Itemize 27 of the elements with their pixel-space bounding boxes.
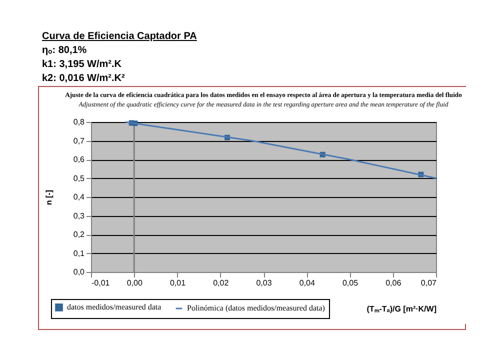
y-tick-label: 0,4 [73,192,86,202]
y-tick-label: 0,1 [73,248,86,258]
x-tick-label: 0,04 [299,278,316,288]
x-tick-label: 0,06 [386,278,402,288]
legend-label: Polinómica (datos medidos/measured data) [187,304,326,312]
x-tick-label: 0,03 [256,278,272,288]
y-tick-label: 0,7 [73,136,86,146]
line-series [124,121,437,179]
x-tick-label: 0,02 [213,278,230,288]
x-axis-title: (Tₘ-Tₐ)/G [m²·K/W] [366,304,437,314]
text: ηₒ: 80,1% [42,44,88,58]
text: k1: 3,195 W/m².K [42,58,122,72]
x-tick-label: 0,05 [342,278,359,288]
text: k2: 0,016 W/m².K² [42,72,126,86]
x-tick-label: 0,01 [170,278,186,288]
text: Curva de Eficiencia Captador PA [42,30,197,44]
x-tick-label: -0,01 [92,278,110,288]
legend-label: datos medidos/measured data [67,302,162,312]
x-tick-label: 0,00 [126,278,143,288]
y-tick-label: 0,5 [73,174,86,183]
y-tick-label: 0,0 [73,268,86,276]
y-tick-label: 0,8 [73,118,86,126]
y-tick-label: 0,3 [73,211,86,220]
x-tick-label: 0,07 [420,278,438,288]
y-tick-label: 0,2 [73,230,86,239]
y-tick-label: 0,6 [73,155,86,164]
y-axis-title: n [-] [44,190,54,206]
